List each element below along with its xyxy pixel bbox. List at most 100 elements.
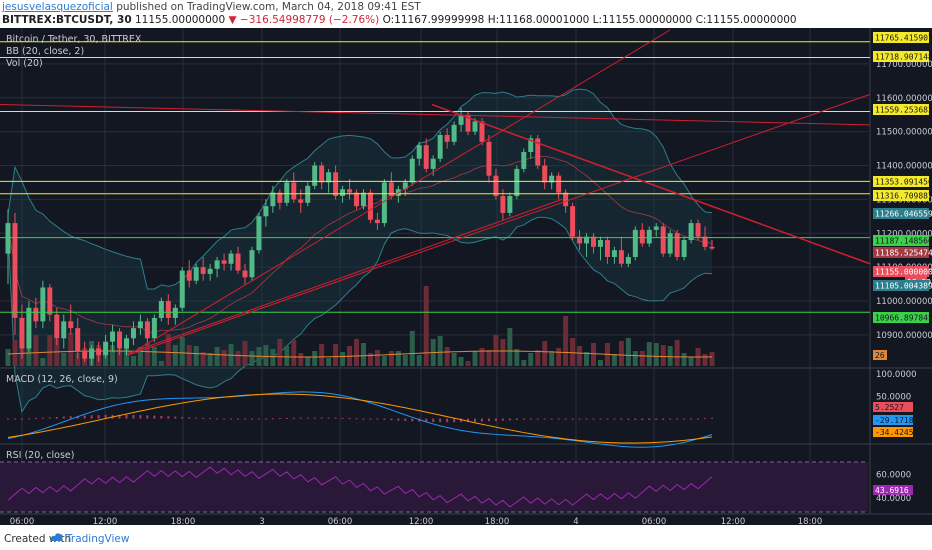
- candle-body: [584, 236, 590, 244]
- volume-bar: [5, 349, 11, 366]
- macd-legend: MACD (12, 26, close, 9): [6, 374, 118, 385]
- macd-histogram-bar: [334, 417, 337, 419]
- candle-body: [144, 321, 150, 339]
- candle-body: [563, 192, 569, 207]
- volume-bar: [577, 346, 583, 366]
- macd-histogram-bar: [571, 418, 574, 420]
- macd-histogram-bar: [278, 418, 281, 420]
- volume-bar: [61, 353, 67, 366]
- macd-histogram-bar: [690, 418, 693, 420]
- volume-bar: [688, 357, 694, 366]
- candle-body: [110, 331, 116, 342]
- candle-body: [19, 317, 25, 349]
- candle-body: [507, 196, 513, 213]
- candle-body: [695, 223, 701, 237]
- macd-histogram-bar: [230, 418, 233, 420]
- macd-histogram-bar: [139, 415, 142, 419]
- macd-histogram-bar: [439, 418, 442, 423]
- change-value: ▼ −316.54998779 (−2.76%): [228, 14, 380, 26]
- macd-histogram-bar: [529, 418, 532, 420]
- macd-histogram-bar: [383, 418, 386, 420]
- bollinger-basis: [7, 156, 713, 333]
- tradingview-brand[interactable]: TradingView: [66, 533, 130, 545]
- candle-body: [430, 158, 436, 169]
- macd-tag: [873, 402, 913, 412]
- price-tag: [873, 190, 929, 201]
- macd-tag-label: -29.1718: [875, 416, 914, 425]
- macd-histogram-bar: [348, 418, 351, 420]
- macd-histogram-bar: [501, 418, 504, 421]
- volume-bar: [360, 343, 366, 366]
- macd-histogram-bar: [425, 418, 428, 422]
- volume-bar: [110, 345, 116, 366]
- time-tick-label: 18:00: [485, 517, 510, 525]
- macd-tag-label: 5.2527: [875, 403, 904, 412]
- ohlc-line: BITTREX:BTCUSDT, 30 11155.00000000 ▼ −31…: [2, 14, 797, 27]
- volume-bar: [416, 355, 422, 366]
- macd-histogram-bar: [118, 414, 121, 419]
- trendline-steep: [127, 29, 671, 356]
- volume-bar: [507, 328, 513, 366]
- macd-histogram-bar: [181, 416, 184, 419]
- candle-body: [291, 182, 297, 200]
- macd-histogram-bar: [557, 418, 560, 420]
- trendline-support: [127, 93, 871, 356]
- volume-bar: [179, 337, 185, 366]
- candle-body: [402, 182, 408, 190]
- macd-histogram-bar: [132, 414, 135, 419]
- volume-bar: [611, 354, 617, 366]
- candle-body: [500, 196, 506, 213]
- macd-histogram-bar: [20, 418, 23, 420]
- candle-body: [249, 250, 255, 278]
- macd-histogram-bar: [264, 418, 267, 420]
- candle-body: [151, 317, 157, 339]
- price-tag-label: 11185.52547457: [875, 249, 932, 258]
- volume-bar: [54, 339, 60, 366]
- chart-panel[interactable]: 10900.0000000011000.0000000011100.000000…: [0, 28, 932, 525]
- volume-bar: [200, 352, 206, 366]
- candle-body: [277, 192, 283, 203]
- candle-body: [570, 206, 576, 237]
- chart-canvas[interactable]: 10900.0000000011000.0000000011100.000000…: [0, 28, 932, 525]
- volume-bar: [367, 353, 373, 366]
- macd-histogram-bar: [243, 418, 246, 420]
- volume-bar: [12, 340, 18, 366]
- macd-histogram-bar: [104, 414, 107, 419]
- volume-bar: [549, 351, 555, 366]
- volume-bar: [33, 335, 39, 366]
- candle-body: [75, 328, 81, 352]
- candle-body: [667, 233, 673, 254]
- volume-bar: [340, 352, 346, 366]
- macd-histogram-bar: [292, 417, 295, 419]
- volume-bar: [165, 334, 171, 366]
- macd-histogram-bar: [237, 418, 240, 420]
- macd-histogram-bar: [202, 417, 205, 419]
- macd-histogram-bar: [564, 418, 567, 420]
- volume-bar: [409, 331, 415, 366]
- macd-histogram-bar: [508, 418, 511, 421]
- macd-histogram-bar: [599, 418, 602, 420]
- volume-bar: [451, 353, 457, 366]
- candle-body: [47, 287, 53, 315]
- candle-body: [437, 135, 443, 159]
- footer: Created with TradingView: [0, 528, 932, 550]
- volume-bar: [618, 341, 624, 366]
- volume-bar: [479, 348, 485, 366]
- macd-histogram-bar: [515, 418, 518, 421]
- price-tick-label: 11000.00000000: [876, 297, 932, 307]
- volume-bar: [597, 360, 603, 366]
- price-tick-label: 11400.00000000: [876, 162, 932, 172]
- macd-histogram-bar: [592, 418, 595, 420]
- candle-body: [305, 185, 311, 203]
- rsi-band: [0, 462, 868, 512]
- price-tag: [873, 266, 929, 277]
- volume-bar: [486, 350, 492, 366]
- volume-bar: [653, 343, 659, 366]
- price-tick-label: 10900.00000000: [876, 331, 932, 341]
- volume-bar: [374, 350, 380, 366]
- macd-histogram-bar: [153, 415, 156, 419]
- candle-body: [409, 158, 415, 183]
- volume-bar: [465, 361, 471, 366]
- author-link[interactable]: jesusvelasquezoficial: [2, 1, 113, 13]
- macd-histogram-bar: [474, 418, 477, 422]
